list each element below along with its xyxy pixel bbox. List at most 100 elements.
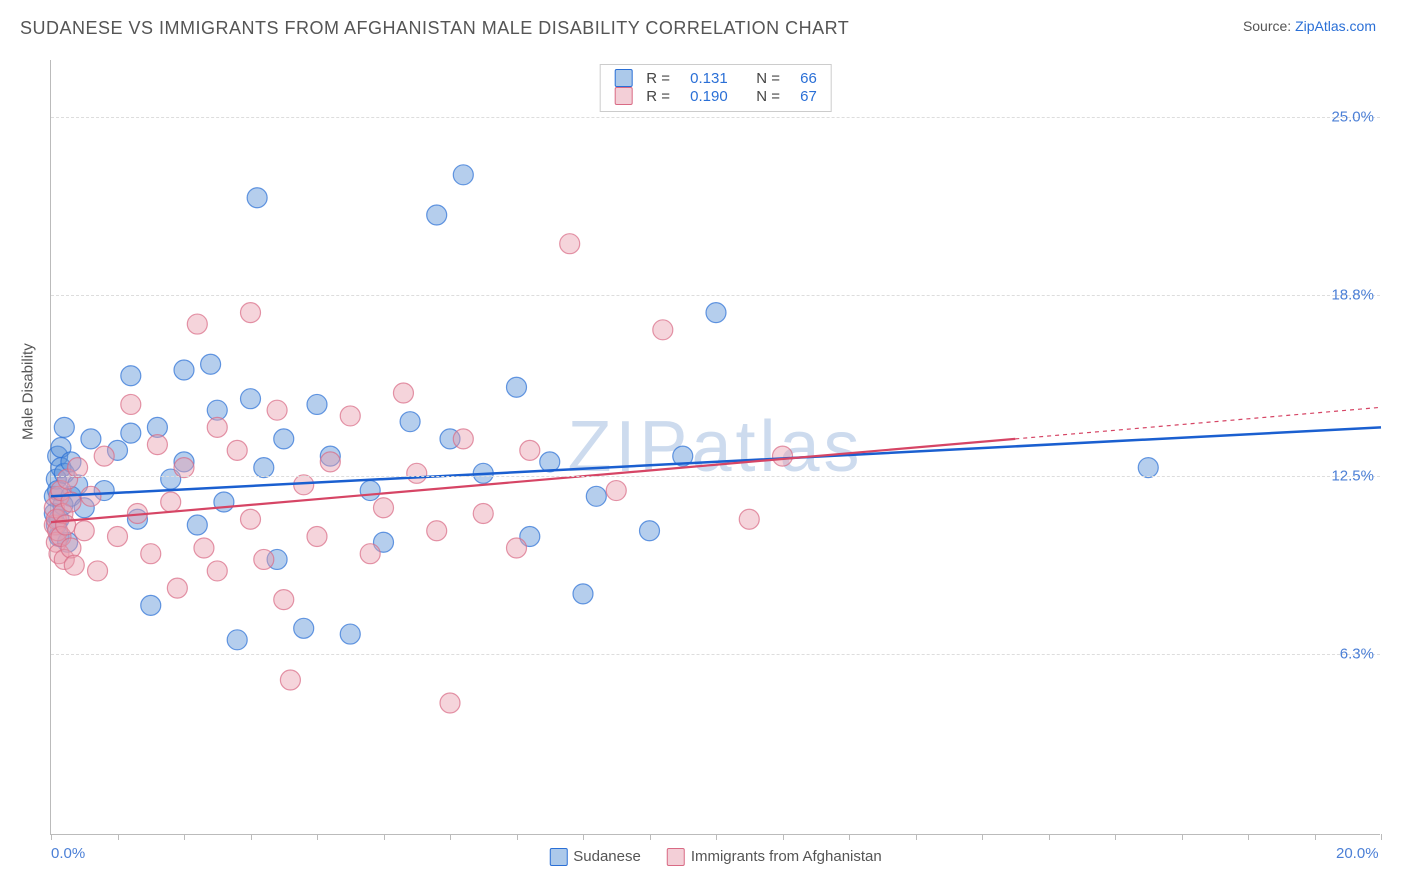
y-axis-title: Male Disability: [20, 343, 37, 440]
data-point: [360, 544, 380, 564]
plot-svg: [51, 60, 1380, 834]
legend-row: R = 0.190 N = 67: [614, 87, 817, 105]
data-point: [201, 354, 221, 374]
y-tick-label: 18.8%: [1331, 287, 1374, 304]
legend-item: Immigrants from Afghanistan: [667, 848, 882, 866]
data-point: [440, 693, 460, 713]
y-tick-label: 12.5%: [1331, 468, 1374, 485]
data-point: [606, 481, 626, 501]
data-point: [400, 412, 420, 432]
data-point: [187, 515, 207, 535]
x-tick: [1315, 834, 1316, 840]
data-point: [214, 492, 234, 512]
legend-label: Sudanese: [573, 848, 641, 865]
data-point: [247, 188, 267, 208]
x-tick: [51, 834, 52, 840]
x-tick: [251, 834, 252, 840]
x-tick: [1049, 834, 1050, 840]
data-point: [68, 458, 88, 478]
data-point: [194, 538, 214, 558]
data-point: [121, 394, 141, 414]
data-point: [54, 417, 74, 437]
trend-line: [1015, 407, 1381, 439]
data-point: [141, 544, 161, 564]
r-label: R =: [646, 88, 670, 105]
data-point: [507, 377, 527, 397]
source-link[interactable]: ZipAtlas.com: [1295, 18, 1376, 34]
x-tick: [1115, 834, 1116, 840]
trend-line: [51, 427, 1381, 496]
chart-container: SUDANESE VS IMMIGRANTS FROM AFGHANISTAN …: [0, 0, 1406, 892]
legend-swatch: [549, 848, 567, 866]
data-point: [360, 481, 380, 501]
x-tick: [583, 834, 584, 840]
x-tick: [849, 834, 850, 840]
r-value: 0.131: [690, 70, 728, 87]
data-point: [227, 440, 247, 460]
data-point: [560, 234, 580, 254]
data-point: [187, 314, 207, 334]
data-point: [161, 492, 181, 512]
data-point: [254, 549, 274, 569]
data-point: [573, 584, 593, 604]
data-point: [307, 526, 327, 546]
data-point: [307, 394, 327, 414]
data-point: [340, 406, 360, 426]
n-label: N =: [756, 88, 780, 105]
r-label: R =: [646, 70, 670, 87]
r-value: 0.190: [690, 88, 728, 105]
data-point: [280, 670, 300, 690]
data-point: [453, 165, 473, 185]
gridline: [51, 295, 1380, 296]
data-point: [108, 526, 128, 546]
x-tick: [716, 834, 717, 840]
data-point: [507, 538, 527, 558]
x-tick: [184, 834, 185, 840]
x-tick: [1182, 834, 1183, 840]
data-point: [340, 624, 360, 644]
data-point: [653, 320, 673, 340]
data-point: [241, 389, 261, 409]
data-point: [241, 509, 261, 529]
data-point: [74, 521, 94, 541]
data-point: [773, 446, 793, 466]
data-point: [739, 509, 759, 529]
data-point: [427, 205, 447, 225]
x-tick: [118, 834, 119, 840]
data-point: [174, 360, 194, 380]
data-point: [207, 417, 227, 437]
data-point: [121, 366, 141, 386]
data-point: [207, 561, 227, 581]
data-point: [374, 498, 394, 518]
data-point: [94, 446, 114, 466]
source-attribution: Source: ZipAtlas.com: [1243, 18, 1376, 34]
data-point: [254, 458, 274, 478]
data-point: [167, 578, 187, 598]
gridline: [51, 476, 1380, 477]
n-label: N =: [756, 70, 780, 87]
x-tick: [1381, 834, 1382, 840]
data-point: [274, 429, 294, 449]
data-point: [241, 303, 261, 323]
x-tick: [317, 834, 318, 840]
x-tick: [650, 834, 651, 840]
x-tick: [517, 834, 518, 840]
data-point: [64, 555, 84, 575]
legend-label: Immigrants from Afghanistan: [691, 848, 882, 865]
data-point: [88, 561, 108, 581]
source-prefix: Source:: [1243, 18, 1295, 34]
data-point: [520, 440, 540, 460]
legend-series: Sudanese Immigrants from Afghanistan: [549, 848, 881, 866]
data-point: [706, 303, 726, 323]
plot-area: ZIPatlas R = 0.131 N = 66R = 0.190 N = 6…: [50, 60, 1380, 835]
legend-swatch: [614, 69, 632, 87]
data-point: [320, 452, 340, 472]
y-tick-label: 6.3%: [1340, 646, 1374, 663]
legend-correlation: R = 0.131 N = 66R = 0.190 N = 67: [599, 64, 832, 112]
data-point: [427, 521, 447, 541]
data-point: [267, 400, 287, 420]
x-tick: [783, 834, 784, 840]
data-point: [81, 486, 101, 506]
data-point: [453, 429, 473, 449]
x-tick-label: 20.0%: [1336, 845, 1379, 862]
